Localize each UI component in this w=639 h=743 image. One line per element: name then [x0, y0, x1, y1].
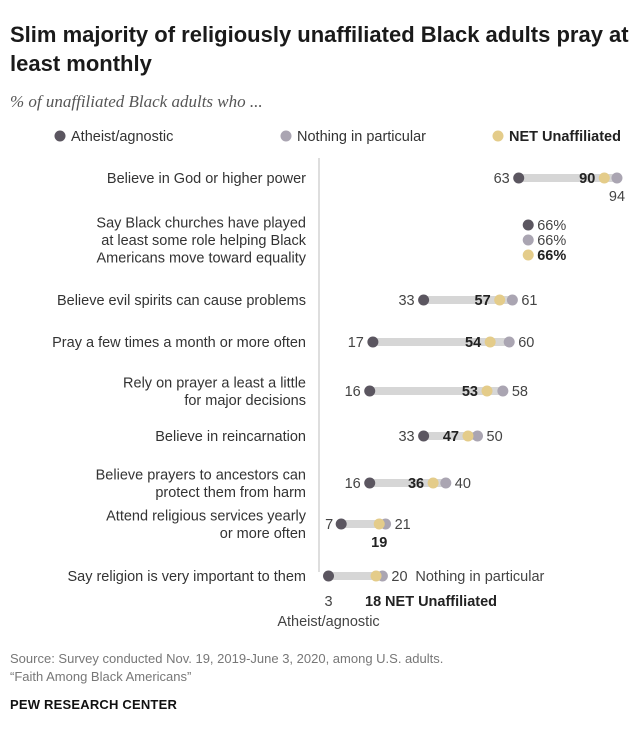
row-1-dot-net — [598, 172, 610, 184]
row-2-dot-nothing — [522, 234, 534, 246]
row-9-range-bar — [328, 572, 383, 580]
row-5-value-atheist: 16 — [345, 384, 361, 400]
row-7-dot-nothing — [440, 477, 452, 489]
row-3-label: Believe evil spirits can cause problems — [57, 293, 306, 309]
row-8-label: or more often — [220, 526, 306, 542]
row-8-value-net: 19 — [371, 535, 387, 551]
chart-subtitle: % of unaffiliated Black adults who ... — [10, 92, 263, 111]
row-7-value-nothing: 40 — [455, 476, 471, 492]
row-2-dot-atheist — [522, 219, 534, 231]
row-2-dot-net — [522, 249, 534, 261]
row-6-label: Believe in reincarnation — [155, 429, 306, 445]
row-3-dot-net — [494, 294, 506, 306]
row-7-value-net: 36 — [408, 476, 424, 492]
row-1-dot-nothing — [611, 172, 623, 184]
row-1-label: Believe in God or higher power — [107, 171, 306, 187]
legend-marker-atheist — [54, 130, 66, 142]
row-9-label: Say religion is very important to them — [67, 569, 306, 585]
row-7-range-bar — [369, 479, 446, 487]
row-9-series-label-net: NET Unaffiliated — [385, 594, 497, 610]
row-1-value-atheist: 63 — [494, 171, 510, 187]
row-6-value-nothing: 50 — [487, 429, 503, 445]
row-2-value-atheist: 66% — [537, 218, 566, 234]
legend-label-atheist: Atheist/agnostic — [71, 129, 173, 145]
row-4-dot-atheist — [367, 336, 379, 348]
row-8-range-bar — [341, 520, 386, 528]
row-5-dot-nothing — [497, 385, 509, 397]
chart-title: Slim majority of religiously unaffiliate… — [10, 22, 629, 76]
row-9-value-atheist: 3 — [324, 594, 332, 610]
row-6-dot-atheist — [418, 430, 430, 442]
row-5-label: Rely on prayer a least a little — [123, 375, 306, 391]
row-1-value-net: 90 — [579, 171, 595, 187]
source-note: Source: Survey conducted Nov. 19, 2019-J… — [10, 650, 443, 686]
row-4-value-net: 54 — [465, 335, 481, 351]
row-6-dot-net — [462, 430, 474, 442]
row-2-label: at least some role helping Black — [101, 233, 306, 249]
row-7-dot-atheist — [364, 477, 376, 489]
legend-marker-nothing — [280, 130, 292, 142]
row-4-dot-net — [484, 336, 496, 348]
row-2-value-nothing: 66% — [537, 233, 566, 249]
row-5-value-nothing: 58 — [512, 384, 528, 400]
row-4-label: Pray a few times a month or more often — [52, 335, 306, 351]
row-8-dot-net — [373, 518, 385, 530]
row-7-value-atheist: 16 — [345, 476, 361, 492]
row-9-dot-net — [370, 570, 382, 582]
row-5-value-net: 53 — [462, 384, 478, 400]
row-3-dot-nothing — [506, 294, 518, 306]
row-5-range-bar — [369, 387, 503, 395]
legend-label-nothing: Nothing in particular — [297, 129, 426, 145]
source-line: Source: Survey conducted Nov. 19, 2019-J… — [10, 651, 444, 666]
row-4-dot-nothing — [503, 336, 515, 348]
row-4-value-nothing: 60 — [518, 335, 534, 351]
legend-marker-net — [492, 130, 504, 142]
legend-label-net: NET Unaffiliated — [509, 129, 621, 145]
row-8-label: Attend religious services yearly — [106, 508, 307, 524]
row-7-label: Believe prayers to ancestors can — [96, 467, 306, 483]
row-3-range-bar — [423, 296, 513, 304]
row-9-value-nothing: 20 — [391, 569, 407, 585]
row-5-label: for major decisions — [184, 393, 306, 409]
row-8-value-atheist: 7 — [325, 517, 333, 533]
row-3-value-nothing: 61 — [521, 293, 537, 309]
row-6-value-atheist: 33 — [398, 429, 414, 445]
row-6-value-net: 47 — [443, 429, 459, 445]
row-2-value-net: 66% — [537, 248, 566, 264]
row-3-value-net: 57 — [475, 293, 491, 309]
row-4-value-atheist: 17 — [348, 335, 364, 351]
row-5-dot-atheist — [364, 385, 376, 397]
row-9-series-label-atheist: Atheist/agnostic — [277, 614, 379, 630]
row-2-label: Say Black churches have played — [96, 216, 306, 232]
row-7-dot-net — [427, 477, 439, 489]
row-2-label: Americans move toward equality — [96, 251, 306, 267]
row-9-series-label-nothing: Nothing in particular — [415, 569, 544, 585]
row-9-value-net: 18 — [365, 594, 381, 610]
report-title: “Faith Among Black Americans” — [10, 669, 192, 684]
row-9-dot-atheist — [323, 570, 335, 582]
row-6-range-bar — [423, 432, 478, 440]
row-4-range-bar — [372, 338, 510, 346]
row-1-dot-atheist — [513, 172, 525, 184]
row-3-dot-atheist — [418, 294, 430, 306]
row-1-range-bar — [518, 174, 617, 182]
row-3-value-atheist: 33 — [398, 293, 414, 309]
row-5-dot-net — [481, 385, 493, 397]
row-1-value-nothing: 94 — [609, 189, 625, 205]
row-8-value-nothing: 21 — [395, 517, 411, 533]
brand-logo-text: PEW RESEARCH CENTER — [10, 697, 178, 712]
row-7-label: protect them from harm — [155, 485, 306, 501]
row-6-dot-nothing — [472, 430, 483, 442]
row-8-dot-atheist — [335, 518, 347, 530]
